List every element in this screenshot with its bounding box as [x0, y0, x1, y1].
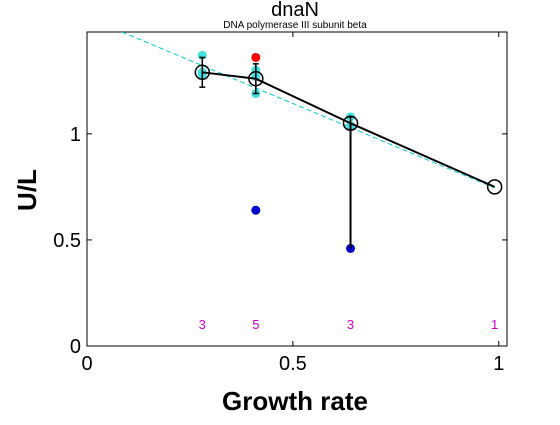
x-tick-label: 0.5 [279, 353, 307, 375]
count-label: 1 [491, 317, 498, 332]
mean-point [486, 179, 503, 195]
mean-point [248, 70, 264, 87]
outlier-point-high [251, 52, 261, 62]
chart-subtitle: DNA polymerase III subunit beta [223, 20, 367, 31]
mean-series-line [202, 71, 496, 188]
chart-title: dnaN [271, 0, 319, 21]
y-tick-label: 0.5 [53, 230, 81, 252]
count-label: 3 [347, 317, 354, 332]
x-tick-label: 0 [81, 353, 92, 375]
mean-point [194, 64, 211, 81]
y-tick-label: 0 [70, 336, 81, 358]
fit-line [121, 32, 495, 189]
x-axis-label: Growth rate [222, 386, 368, 416]
axes-frame [86, 31, 508, 347]
x-tick-label: 1 [493, 353, 504, 375]
outlier-point-low [251, 205, 261, 215]
count-label: 3 [199, 317, 206, 332]
mean-point [342, 115, 359, 131]
y-tick-label: 1 [70, 124, 81, 146]
count-label: 5 [252, 317, 259, 332]
y-axis-label: U/L [12, 169, 42, 211]
plot-area: 0 0.5 1 0 0.5 1 3 5 3 1 [53, 31, 508, 375]
